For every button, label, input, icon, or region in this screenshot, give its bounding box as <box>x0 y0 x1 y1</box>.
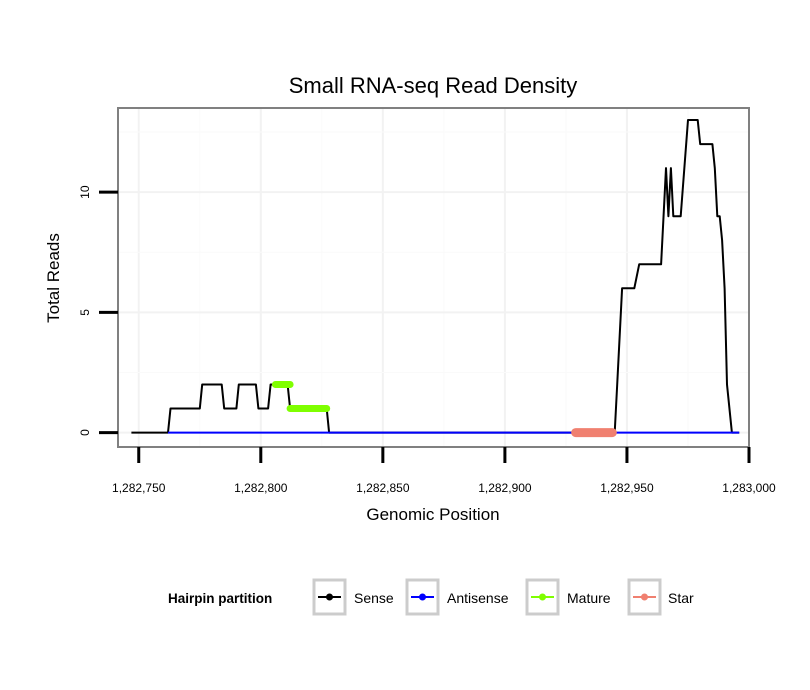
series-line-sense <box>131 119 740 434</box>
legend: Hairpin partition Sense Antisense Mature St… <box>168 578 694 616</box>
chart-title: Small RNA-seq Read Density <box>289 73 578 98</box>
legend-label: Mature <box>567 590 611 606</box>
legend-label: Star <box>668 590 694 606</box>
legend-key-point <box>419 593 426 601</box>
y-axis: 0 5 10 <box>78 185 118 436</box>
legend-item-sense: Sense <box>312 578 394 616</box>
panel-border <box>117 107 750 448</box>
y-tick-label: 10 <box>78 185 92 199</box>
x-tick-label: 1,283,000 <box>722 481 776 495</box>
x-axis: 1,282,750 1,282,800 1,282,850 1,282,900 1,28… <box>112 447 776 495</box>
legend-title: Hairpin partition <box>168 591 272 606</box>
legend-label: Antisense <box>447 590 509 606</box>
legend-items: Sense Antisense Mature Star <box>312 578 694 616</box>
panel-background <box>118 108 749 447</box>
x-tick-label: 1,282,900 <box>478 481 532 495</box>
y-axis-title: Total Reads <box>44 233 63 323</box>
plot-area <box>117 107 750 448</box>
x-tick-label: 1,282,750 <box>112 481 166 495</box>
y-tick-label: 5 <box>78 309 92 316</box>
legend-key-point <box>539 593 546 601</box>
y-tick-label: 0 <box>78 429 92 436</box>
x-tick-label: 1,282,800 <box>234 481 288 495</box>
x-tick-label: 1,282,850 <box>356 481 410 495</box>
legend-key-point <box>326 593 333 601</box>
series-layer <box>131 119 740 438</box>
legend-item-antisense: Antisense <box>405 578 509 616</box>
legend-item-mature: Mature <box>525 578 611 616</box>
x-tick-label: 1,282,950 <box>600 481 654 495</box>
x-axis-title: Genomic Position <box>366 505 499 524</box>
legend-label: Sense <box>354 590 394 606</box>
legend-item-star: Star <box>627 578 694 616</box>
legend-key-point <box>641 593 648 601</box>
